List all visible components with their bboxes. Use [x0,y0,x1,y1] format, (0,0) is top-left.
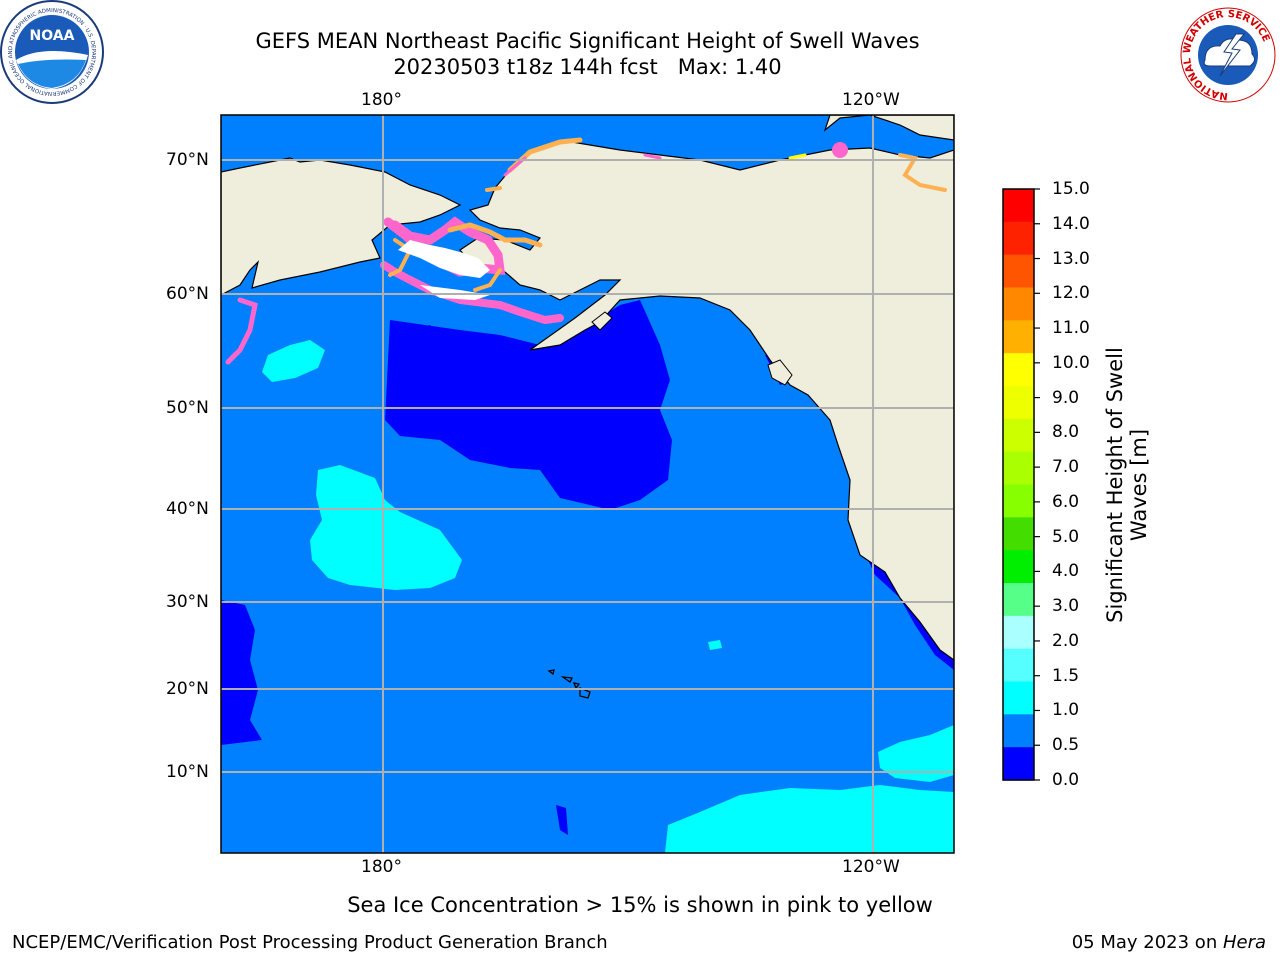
footer-date: 05 May 2023 on Hera [1072,932,1266,954]
mid-swell-region-north [262,340,325,382]
land-vancouver-island [767,359,793,386]
colorbar-tick-label: 0.0 [1052,770,1080,790]
colorbar-tick-label: 15.0 [1052,179,1090,199]
lon-label-bottom-120w: 120°W [842,857,900,877]
colorbar-tick-label: 13.0 [1052,248,1090,269]
footer-host: Hera [1222,932,1266,953]
colorbar-tick-label: 11.0 [1052,318,1090,339]
map-gridlines [221,115,954,853]
colorbar-tick-label: 14.0 [1052,213,1090,234]
sea-ice-caption: Sea Ice Concentration > 15% is shown in … [347,893,933,917]
lat-label-40n: 40°N [166,499,209,519]
mid-swell-region-east [878,725,954,782]
lat-label-10n: 10°N [166,762,209,782]
low-swell-region-north [385,300,672,510]
colorbar-tick-label: 7.0 [1052,457,1080,478]
colorbar-segment [1003,254,1034,289]
land-hawaii [547,669,591,699]
colorbar-segment [1003,189,1034,223]
lon-label-top-180: 180° [361,90,402,110]
low-swell-dot [556,805,568,835]
colorbar-segment [1003,714,1034,748]
lon-label-bottom-180: 180° [361,857,402,877]
lat-label-70n: 70°N [166,150,209,170]
colorbar-tick-label: 10.0 [1052,352,1090,373]
colorbar-segment [1003,517,1034,551]
land-kodiak [591,311,613,331]
footer-date-text: 05 May 2023 on [1071,932,1223,953]
colorbar-tick-label: 5.0 [1052,526,1080,547]
colorbar-segment [1003,418,1034,453]
colorbar-tick-label: 4.0 [1052,561,1080,582]
colorbar-tick-label: 2.0 [1052,630,1080,651]
colorbar-tick-label: 3.0 [1052,596,1080,617]
colorbar-tick-label: 6.0 [1052,491,1080,512]
colorbar [1003,188,1040,781]
colorbar-segment [1003,615,1034,650]
colorbar-segment [1003,386,1034,420]
mid-swell-dot [708,640,722,650]
colorbar-segment [1003,287,1034,321]
colorbar-tick-label: 0.5 [1052,735,1080,756]
colorbar-segment [1003,583,1034,617]
colorbar-segment [1003,648,1034,683]
colorbar-tick-label: 9.0 [1052,387,1080,408]
low-swell-region-west [221,600,262,745]
sea-ice-white-shelf [420,285,490,300]
footer-credit: NCEP/EMC/Verification Post Processing Pr… [12,932,608,953]
lat-label-50n: 50°N [166,398,209,418]
colorbar-tick-label: 8.0 [1052,422,1080,443]
chart-title: GEFS MEAN Northeast Pacific Significant … [255,29,920,53]
colorbar-segment [1003,320,1034,354]
colorbar-frame [1002,188,1035,781]
lat-label-60n: 60°N [166,284,209,304]
mid-swell-region-central [310,465,462,590]
colorbar-segment [1003,451,1034,486]
colorbar-tick-label: 12.0 [1052,283,1090,304]
chart-subtitle: 20230503 t18z 144h fcst Max: 1.40 [393,55,782,79]
mid-swell-region-southeast [665,785,954,853]
land-arctic-islands [823,115,954,141]
map-frame [220,114,955,854]
noaa-logo-text: NOAA [30,28,75,44]
colorbar-segment [1003,747,1034,781]
colorbar-segment [1003,550,1034,584]
colorbar-segment [1003,681,1034,715]
colorbar-tick-label: 1.5 [1052,665,1080,686]
map-area [221,115,954,853]
lon-label-top-120w: 120°W [842,90,900,110]
noaa-logo: NOAA NATIONAL OCEANIC AND ATMOSPHERIC AD… [0,0,104,104]
colorbar-title: Significant Height of Swell Waves [m] [1103,347,1151,623]
colorbar-tick-label: 1.0 [1052,700,1080,721]
low-swell-patch [400,325,450,355]
colorbar-segment [1003,353,1034,387]
colorbar-segment [1003,484,1034,518]
colorbar-segment [1003,221,1034,256]
nws-logo: NATIONAL WEATHER SERVICE [1180,7,1276,103]
sea-ice-white [398,240,490,278]
low-swell-region-baja [868,560,954,670]
lat-label-20n: 20°N [166,679,209,699]
lat-label-30n: 30°N [166,592,209,612]
